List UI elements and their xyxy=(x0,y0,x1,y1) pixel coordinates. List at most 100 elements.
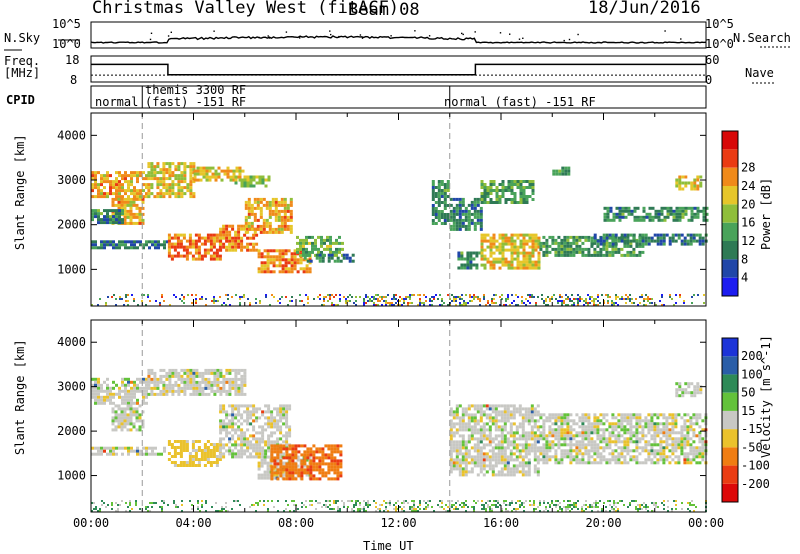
nsky-outlier-point xyxy=(499,32,502,34)
cpid-segment-3: normal (fast) -151 RF xyxy=(444,95,596,109)
nsky-outlier-point xyxy=(361,37,364,39)
xtick-label: 00:00 xyxy=(73,516,109,530)
velocity-colorbar-tick: 100 xyxy=(741,367,763,381)
power-colorbar-swatch xyxy=(722,131,738,150)
power-echo-region xyxy=(480,180,535,204)
nsky-outlier-point xyxy=(518,38,521,40)
nsky-outlier-point xyxy=(299,37,301,39)
beam-label: Beam 08 xyxy=(348,0,420,20)
cpid-segment-2b: (fast) -151 RF xyxy=(145,95,247,109)
velocity-ytick-label: 4000 xyxy=(57,335,86,349)
power-frame xyxy=(90,112,707,307)
velocity-echo-region xyxy=(147,368,247,396)
nsearch-tick-high: 10^5 xyxy=(705,17,734,31)
power-colorbar-swatch xyxy=(722,204,738,223)
nsky-outlier-point xyxy=(563,39,565,42)
power-ytick-label: 4000 xyxy=(57,128,86,142)
velocity-colorbar-tick: -50 xyxy=(741,440,763,454)
power-echo-region xyxy=(296,235,344,257)
power-echo-region xyxy=(457,251,482,270)
freq-unit-label: [MHz] xyxy=(4,66,41,80)
nsky-outlier-point xyxy=(522,37,524,39)
nsearch-label: N.Search xyxy=(733,31,791,45)
figure-title: Christmas Valley West (fitACF) xyxy=(92,0,400,18)
nsky-outlier-point xyxy=(359,34,362,36)
nsky-outlier-point xyxy=(258,36,260,39)
nsky-outlier-point xyxy=(664,30,666,32)
nsky-outlier-point xyxy=(330,33,332,36)
velocity-colorbar-swatch xyxy=(722,356,738,375)
nsky-outlier-point xyxy=(577,33,579,36)
xtick-label: 20:00 xyxy=(585,516,621,530)
nsky-outlier-point xyxy=(268,37,271,39)
velocity-colorbar-tick: -15 xyxy=(741,422,763,436)
nsky-outlier-point xyxy=(509,33,511,35)
nsky-outlier-point xyxy=(680,38,682,40)
power-colorbar-tick: 16 xyxy=(741,216,755,230)
velocity-echo-region xyxy=(675,382,703,398)
nsky-outlier-point xyxy=(170,31,172,33)
nave-tick-low: 0 xyxy=(705,73,713,87)
power-echo-region xyxy=(147,162,196,199)
freq-trace xyxy=(91,63,706,76)
power-echo-region xyxy=(303,253,355,263)
velocity-colorbar-label: Velocity [m s^-1] xyxy=(759,335,773,458)
nsky-label: N.Sky xyxy=(4,31,41,45)
velocity-colorbar-swatch xyxy=(722,338,738,357)
velocity-echo-region xyxy=(219,404,292,459)
velocity-colorbar-tick: 15 xyxy=(741,404,755,418)
power-ytick-label: 1000 xyxy=(57,262,86,276)
velocity-ytick-label: 1000 xyxy=(57,469,86,483)
velocity-ytick-label: 3000 xyxy=(57,380,86,394)
xtick-label: 00:00 xyxy=(688,516,724,530)
power-echo-region xyxy=(675,175,703,191)
freq-tick-low: 8 xyxy=(70,73,78,87)
velocity-ylabel: Slant Range [km] xyxy=(13,339,27,455)
velocity-colorbar-swatch xyxy=(722,374,738,393)
velocity-colorbar-tick: -100 xyxy=(741,459,770,473)
power-colorbar-swatch xyxy=(722,186,738,205)
power-colorbar-swatch xyxy=(722,277,738,296)
velocity-echo-region xyxy=(167,440,222,467)
power-ytick-label: 2000 xyxy=(57,218,86,232)
velocity-colorbar-swatch xyxy=(722,447,738,466)
velocity-near-range-band xyxy=(91,500,707,512)
power-panel xyxy=(91,162,709,306)
xtick-label: 08:00 xyxy=(278,516,314,530)
velocity-ytick-label: 2000 xyxy=(57,424,86,438)
power-colorbar-tick: 28 xyxy=(741,161,755,175)
nsky-outlier-point xyxy=(474,31,476,33)
velocity-panel xyxy=(91,368,708,512)
cpid-label: CPID xyxy=(6,93,35,107)
velocity-colorbar-tick: 200 xyxy=(741,349,763,363)
nsky-outlier-point xyxy=(267,35,269,37)
power-colorbar-tick: 24 xyxy=(741,179,755,193)
power-colorbar-swatch xyxy=(722,167,738,186)
velocity-echo-region xyxy=(539,413,708,465)
power-near-range-band xyxy=(91,294,705,306)
power-echo-region xyxy=(431,180,450,225)
xtick-label: 16:00 xyxy=(483,516,519,530)
velocity-colorbar-swatch xyxy=(722,465,738,484)
velocity-colorbar-tick: -200 xyxy=(741,477,770,491)
nave-tick-high: 60 xyxy=(705,53,720,67)
nsky-outlier-point xyxy=(568,38,571,41)
nsky-outlier-point xyxy=(285,31,288,33)
nsky-outlier-point xyxy=(149,38,152,41)
power-colorbar-tick: 20 xyxy=(741,197,755,211)
nsky-tick-high: 10^5 xyxy=(52,17,81,31)
power-echo-region xyxy=(449,197,483,231)
freq-strip-frame xyxy=(90,55,707,83)
nave-label: Nave xyxy=(745,66,774,80)
nsky-outlier-point xyxy=(338,35,340,38)
velocity-colorbar-frame xyxy=(721,337,739,503)
nsky-outlier-point xyxy=(167,35,170,37)
nsky-outlier-point xyxy=(150,32,153,34)
velocity-colorbar-swatch xyxy=(722,429,738,448)
power-colorbar-frame xyxy=(721,130,739,297)
nsky-trace xyxy=(90,35,707,44)
power-echo-region xyxy=(219,224,259,252)
velocity-colorbar-tick: 50 xyxy=(741,386,755,400)
time-xlabel: Time UT xyxy=(363,539,414,553)
